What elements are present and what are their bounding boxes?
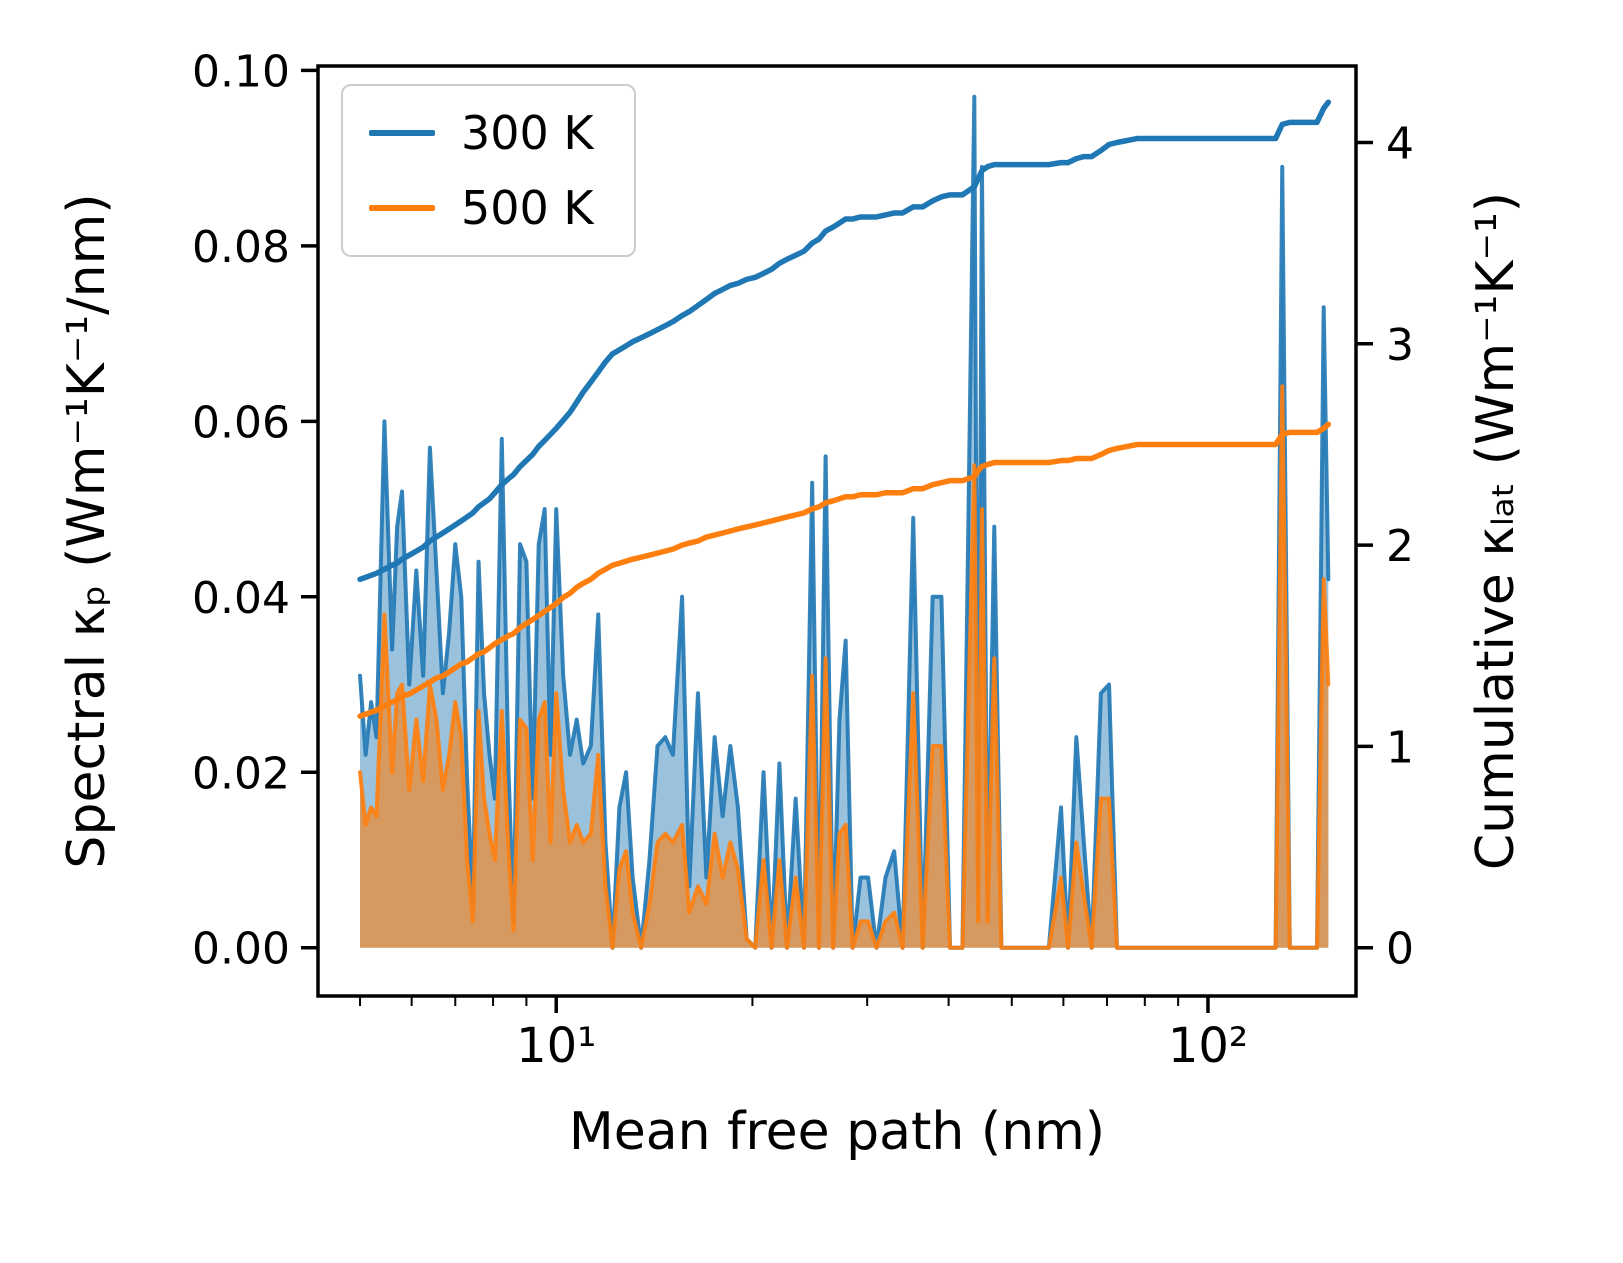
y-right-tick-label: 4 — [1386, 118, 1414, 169]
y-left-tick-label: 0.02 — [192, 748, 290, 799]
y-left-tick-label: 0.06 — [192, 397, 290, 448]
legend-swatch-300k — [369, 130, 435, 137]
x-tick-label: 10¹ — [516, 1018, 596, 1074]
legend-item-500k: 500 K — [369, 180, 594, 235]
plot-border — [316, 64, 1358, 998]
cumulative-500-k-line — [357, 421, 1332, 719]
y-axis-label-left: Spectral κₚ (Wm⁻¹K⁻¹/nm) — [57, 193, 117, 869]
spectral-500-k-line — [358, 384, 1331, 950]
legend-swatch-500k — [369, 204, 435, 211]
y-axis-label-right: Cumulative κₗₐₜ (Wm⁻¹K⁻¹) — [1466, 191, 1526, 871]
legend: 300 K 500 K — [341, 84, 636, 258]
y-left-tick-label: 0.10 — [192, 46, 290, 97]
y-left-tick-label: 0.08 — [192, 222, 290, 273]
y-right-tick-label: 2 — [1386, 521, 1414, 572]
y-left-tick-label: 0.00 — [192, 924, 290, 975]
y-left-tick-label: 0.04 — [192, 573, 290, 624]
legend-label-300k: 300 K — [461, 106, 594, 160]
y-right-tick-label: 3 — [1386, 320, 1414, 371]
legend-label-500k: 500 K — [461, 180, 594, 235]
cumulative-300-k-line — [357, 99, 1332, 583]
y-right-tick-label: 0 — [1386, 924, 1414, 975]
legend-item-300k: 300 K — [369, 108, 594, 159]
spectral-500-k-area — [360, 386, 1329, 948]
y-right-tick-label: 1 — [1386, 722, 1414, 773]
x-tick-label: 10² — [1168, 1018, 1248, 1074]
x-axis-label: Mean free path (nm) — [568, 1102, 1106, 1162]
